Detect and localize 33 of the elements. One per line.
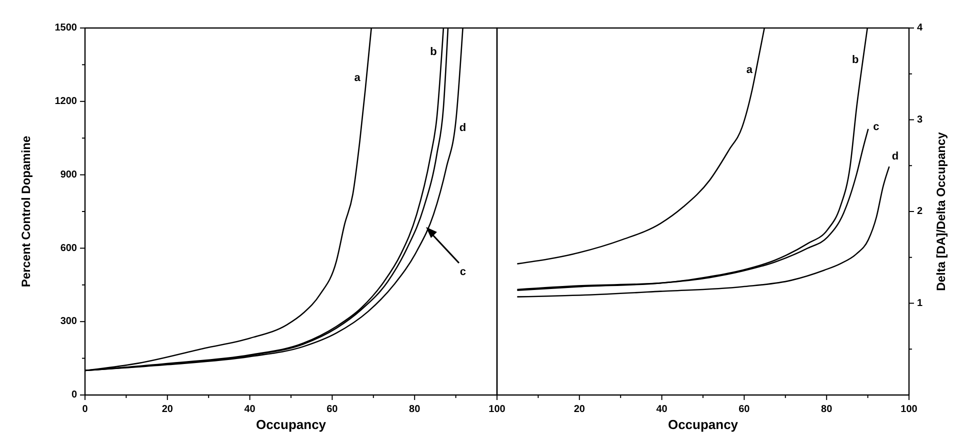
x-tick-label: 60 (326, 404, 338, 415)
series-label: b (852, 54, 860, 66)
x-tick-label: 80 (409, 404, 421, 415)
series-label: d (459, 122, 466, 134)
x-axis-title: Occupancy (668, 417, 739, 432)
x-tick-label: 20 (574, 404, 586, 415)
x-tick-label: 100 (488, 404, 506, 415)
series-label: d (892, 150, 899, 162)
y2-tick-label: 4 (917, 22, 923, 34)
x-tick-label: 60 (738, 404, 750, 415)
y-tick-label: 1500 (54, 22, 78, 34)
series-label: a (354, 72, 362, 84)
x-tick-label: 40 (244, 404, 256, 415)
x-tick-label: 0 (82, 404, 88, 415)
series-label: a (746, 64, 754, 76)
y-tick-label: 0 (71, 390, 78, 401)
x-tick-label: 100 (900, 404, 918, 415)
x-tick-label: 40 (656, 404, 668, 415)
y-tick-label: 300 (60, 316, 78, 328)
y-tick-label: 600 (60, 242, 78, 254)
x-tick-label: 80 (821, 404, 833, 415)
y-axis-title: Percent Control Dopamine (19, 136, 33, 288)
text: c (460, 266, 466, 278)
y2-tick-label: 2 (917, 206, 923, 218)
series-label: c (873, 120, 880, 133)
y-tick-label: 900 (60, 169, 78, 180)
x-axis-title: Occupancy (256, 417, 327, 432)
y2-axis-title: Delta [DA]/Delta Occupancy (934, 132, 948, 291)
series-label: b (430, 46, 438, 58)
y2-tick-label: 1 (917, 298, 923, 309)
y2-tick-label: 3 (917, 114, 923, 126)
y-tick-label: 1200 (54, 96, 78, 108)
x-tick-label: 20 (162, 404, 174, 415)
